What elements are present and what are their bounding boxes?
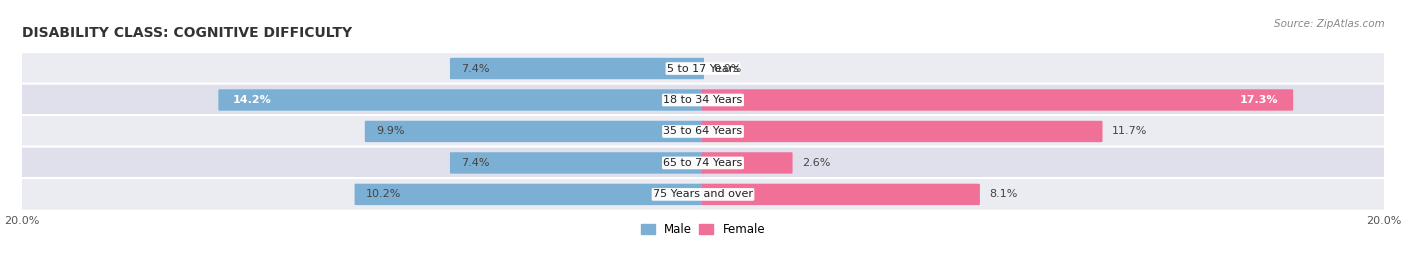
Text: 7.4%: 7.4% [461,63,489,73]
FancyBboxPatch shape [21,52,1385,85]
FancyBboxPatch shape [218,89,704,111]
Text: 0.0%: 0.0% [713,63,741,73]
Text: 17.3%: 17.3% [1240,95,1278,105]
Text: 11.7%: 11.7% [1112,126,1147,136]
Text: 7.4%: 7.4% [461,158,489,168]
Text: 9.9%: 9.9% [375,126,405,136]
Text: 75 Years and over: 75 Years and over [652,189,754,199]
FancyBboxPatch shape [364,121,704,142]
FancyBboxPatch shape [450,58,704,79]
Text: Source: ZipAtlas.com: Source: ZipAtlas.com [1274,19,1385,29]
Text: 35 to 64 Years: 35 to 64 Years [664,126,742,136]
FancyBboxPatch shape [702,184,980,205]
FancyBboxPatch shape [21,147,1385,179]
Text: 14.2%: 14.2% [233,95,271,105]
FancyBboxPatch shape [354,184,704,205]
Text: 10.2%: 10.2% [366,189,401,199]
FancyBboxPatch shape [21,115,1385,148]
FancyBboxPatch shape [21,84,1385,116]
Text: 65 to 74 Years: 65 to 74 Years [664,158,742,168]
FancyBboxPatch shape [702,121,1102,142]
Text: 18 to 34 Years: 18 to 34 Years [664,95,742,105]
Text: 5 to 17 Years: 5 to 17 Years [666,63,740,73]
FancyBboxPatch shape [702,89,1294,111]
FancyBboxPatch shape [450,152,704,174]
Text: DISABILITY CLASS: COGNITIVE DIFFICULTY: DISABILITY CLASS: COGNITIVE DIFFICULTY [22,26,351,40]
FancyBboxPatch shape [702,152,793,174]
FancyBboxPatch shape [21,178,1385,211]
Text: 2.6%: 2.6% [801,158,830,168]
Legend: Male, Female: Male, Female [636,219,770,241]
Text: 8.1%: 8.1% [988,189,1018,199]
